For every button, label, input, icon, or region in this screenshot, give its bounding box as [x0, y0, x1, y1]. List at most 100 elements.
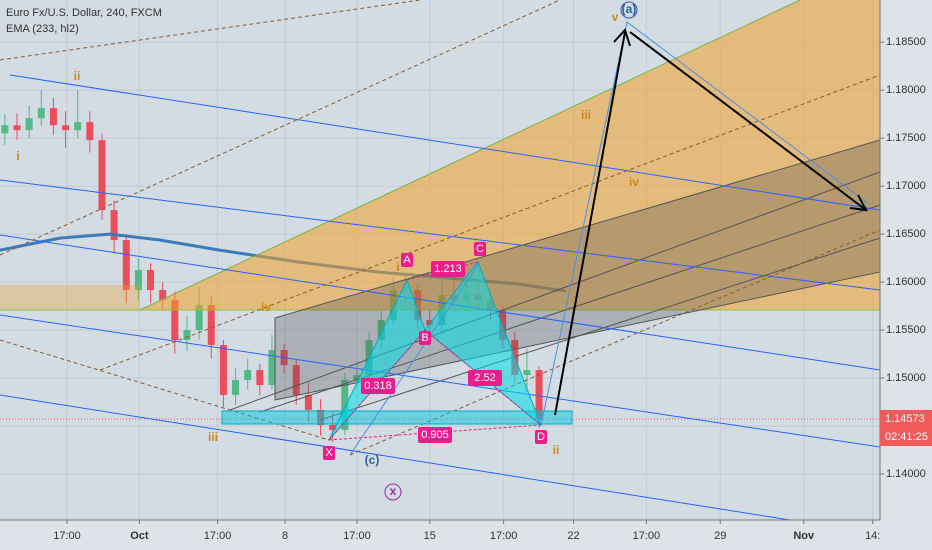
candle-body — [195, 305, 203, 331]
candle-body — [377, 320, 385, 341]
candle-body — [523, 370, 531, 376]
wave-label: iii — [581, 108, 591, 122]
wave-circle — [384, 483, 402, 501]
pattern-point: X — [325, 447, 333, 459]
pattern-point-box — [401, 253, 413, 267]
x-tick-label: 8 — [282, 530, 288, 542]
ratio-label: 0.905 — [421, 429, 449, 441]
y-tick-label: 1.17000 — [886, 180, 926, 192]
orange-band — [0, 285, 140, 310]
wave-label: (c) — [365, 453, 380, 467]
blue-line — [9, 74, 881, 211]
candle-body — [49, 108, 57, 126]
dashed-line — [0, 0, 421, 61]
candle-body — [219, 345, 227, 395]
candle-body — [122, 240, 130, 291]
blue-line — [0, 234, 881, 371]
symbol-title: Euro Fx/U.S. Dollar, 240, FXCM — [6, 7, 162, 19]
y-tick-label: 1.16000 — [886, 276, 926, 288]
wave-label: i — [396, 260, 399, 274]
y-tick-label: 1.18500 — [886, 36, 926, 48]
dashed-line — [99, 74, 881, 371]
x-tick-label: 17:00 — [204, 530, 232, 542]
y-tick-label: 1.15000 — [886, 372, 926, 384]
candle-body — [1, 125, 9, 134]
annotation-labels: XABCD0.3181.2132.520.905iiiiiiiivv(a)(c)… — [16, 1, 639, 501]
candle-body — [353, 375, 361, 381]
projection — [540, 21, 871, 426]
ratio-label: 1.213 — [434, 263, 462, 275]
candle-body — [183, 330, 191, 341]
wave-label: (a) — [622, 2, 637, 16]
candle-body — [25, 118, 33, 131]
wave-label: ii — [74, 69, 81, 83]
candle-body — [304, 394, 312, 410]
arrow-head — [849, 194, 868, 212]
wave-label: v — [612, 10, 619, 24]
channel-line — [319, 237, 881, 421]
pattern-point: B — [421, 332, 428, 344]
y-tick-label: 1.15500 — [886, 324, 926, 336]
arrow — [554, 31, 626, 416]
y-tick-label: 1.14000 — [886, 468, 926, 480]
candle-body — [159, 290, 167, 301]
ratio-box — [418, 427, 452, 443]
x-tick-label: 14: — [865, 530, 880, 542]
support-zone — [221, 410, 573, 425]
x-tick-label: Oct — [130, 530, 149, 542]
candle-body — [535, 370, 543, 420]
ratio-box — [431, 261, 465, 277]
candle-body — [426, 320, 434, 326]
candle-body — [13, 125, 21, 131]
wave-label: iv — [629, 175, 639, 189]
x-tick-label: 17:00 — [343, 530, 371, 542]
wave-label: x — [390, 484, 397, 498]
candle-body — [341, 380, 349, 431]
candle-body — [147, 270, 155, 291]
candle-body — [98, 140, 106, 211]
pattern-point-box — [474, 242, 486, 256]
green-line — [139, 0, 801, 311]
x-tick-label: Nov — [793, 530, 815, 542]
time-axis — [0, 520, 880, 550]
pattern-point: C — [476, 243, 484, 255]
candle-body — [110, 210, 118, 241]
projection — [349, 261, 481, 456]
pattern-point-box — [535, 430, 547, 444]
wave-label: i — [16, 149, 19, 163]
ratio-box — [468, 370, 502, 386]
blue-line — [0, 314, 881, 448]
y-tick-label: 1.16500 — [886, 228, 926, 240]
x-tick-label: 17:00 — [633, 530, 661, 542]
candle-body — [62, 125, 70, 131]
price-axis — [880, 0, 932, 550]
price-tag — [880, 409, 932, 428]
x-tick-label: 29 — [714, 530, 726, 542]
pattern-point-box — [419, 331, 431, 345]
dashed-line — [349, 229, 881, 456]
y-tick-label: 1.17500 — [886, 132, 926, 144]
blue-line — [0, 179, 881, 291]
pattern-point: D — [537, 431, 545, 443]
blue-line — [0, 394, 791, 521]
ratio-label: 2.52 — [474, 372, 495, 384]
wave-label: ii — [553, 443, 560, 457]
countdown-label: 02:41:25 — [885, 431, 928, 443]
x-tick-label: 17:00 — [53, 530, 81, 542]
dashed-line — [0, 0, 561, 256]
candle-body — [329, 425, 337, 431]
y-tick-label: 1.18000 — [886, 84, 926, 96]
x-tick-label: 22 — [567, 530, 579, 542]
channel-line — [229, 171, 881, 411]
x-tick-label: 17:00 — [490, 530, 518, 542]
wave-label: iv — [261, 300, 271, 314]
arrow-head — [613, 28, 631, 47]
candle-body — [207, 305, 215, 346]
candle-body — [171, 300, 179, 341]
candle-body — [74, 122, 82, 131]
wave-circle — [620, 1, 638, 19]
candle-body — [232, 380, 240, 395]
arrow — [629, 31, 867, 211]
pattern-point-box — [323, 446, 335, 460]
